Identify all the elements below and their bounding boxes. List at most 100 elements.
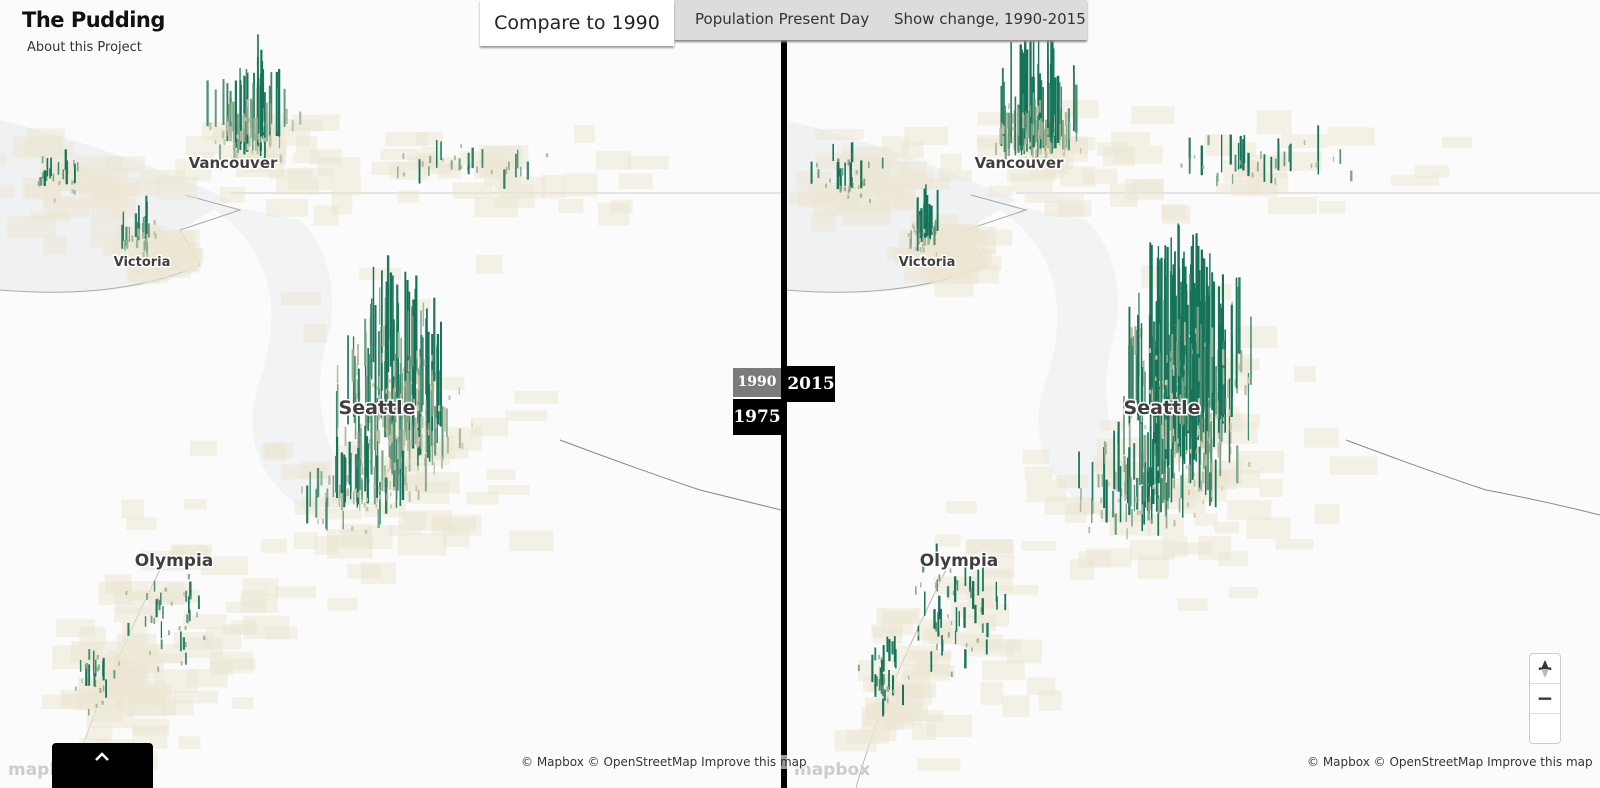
year-label[interactable]: 1975 [733, 399, 781, 435]
density-ground [574, 124, 595, 143]
density-ground [1038, 690, 1062, 711]
tab[interactable]: Population Present Day [695, 10, 870, 28]
city-label: Olympia [135, 551, 214, 571]
density-ground [1199, 469, 1229, 485]
density-ground [1102, 146, 1135, 167]
density-ground [852, 159, 891, 184]
density-ground [347, 564, 382, 579]
density-ground [895, 682, 924, 706]
compass[interactable] [1530, 660, 1560, 743]
about-link[interactable]: About this Project [27, 40, 142, 55]
density-ground [1161, 205, 1191, 225]
density-ground [443, 525, 470, 548]
density-ground [190, 440, 217, 456]
density-ground [982, 660, 1025, 681]
density-ground [90, 177, 114, 193]
density-ground [452, 182, 494, 199]
density-ground [111, 198, 136, 218]
density-ground [1096, 438, 1126, 459]
density-ground [75, 688, 100, 711]
panel-toggle[interactable] [52, 743, 153, 788]
density-ground [1267, 196, 1317, 214]
density-ground [301, 497, 345, 508]
density-ground [7, 216, 56, 238]
density-ground [0, 153, 6, 166]
density-ground [610, 199, 633, 213]
density-ground [264, 626, 298, 640]
map-panel[interactable] [0, 0, 781, 788]
density-ground [121, 499, 145, 519]
site-title[interactable]: The Pudding [22, 8, 165, 32]
road [1345, 439, 1600, 516]
density-ground [618, 173, 653, 190]
attribution[interactable]: © Mapbox © OpenStreetMap Improve this ma… [521, 755, 807, 769]
city-label: Vancouver [189, 154, 278, 172]
density-ground [108, 650, 149, 671]
density-ground [918, 258, 946, 279]
city-label: Victoria [114, 255, 171, 270]
density-ground [1294, 366, 1316, 382]
year-label[interactable]: 1990 [733, 368, 781, 397]
density-ground [627, 156, 669, 170]
density-ground [286, 119, 323, 131]
density-ground [988, 185, 1012, 197]
density-ground [1006, 639, 1042, 664]
zoom-out[interactable]: − [1530, 684, 1560, 714]
density-ground [42, 196, 77, 208]
density-ground [1026, 479, 1067, 503]
density-ground [189, 548, 211, 570]
density-ground [1062, 100, 1099, 118]
density-ground [318, 508, 362, 520]
density-ground [595, 151, 632, 170]
density-ground [148, 653, 182, 664]
density-ground [466, 492, 499, 505]
density-ground [240, 594, 278, 614]
density-ground [940, 153, 962, 171]
density-ground [280, 464, 327, 480]
density-ground [0, 184, 15, 198]
density-ground [201, 556, 249, 576]
water [200, 200, 360, 520]
year-label[interactable]: 2015 [787, 366, 835, 402]
density-ground [965, 539, 1014, 558]
density-ground [483, 145, 529, 169]
density-ground [12, 136, 63, 159]
attribution[interactable]: © Mapbox © OpenStreetMap Improve this ma… [1307, 755, 1593, 769]
density-ground [43, 235, 67, 255]
density-ground [232, 697, 254, 709]
density-ground [185, 136, 222, 155]
density-ground [999, 584, 1038, 596]
header: The Pudding About this Project [22, 8, 165, 55]
tab-active[interactable]: Compare to 1990 [480, 0, 674, 46]
density-ground [886, 247, 917, 260]
density-ground [934, 534, 961, 547]
density-ground [1259, 479, 1283, 497]
density-ground [1204, 134, 1232, 157]
tab[interactable]: Show change, 1990-2015 [894, 10, 1086, 28]
density-ground [403, 510, 453, 531]
map-panel[interactable] [763, 0, 1600, 788]
density-ground [1329, 456, 1378, 476]
density-ground [1109, 183, 1138, 207]
density-ground [842, 146, 889, 159]
density-ground [841, 203, 892, 226]
mapbox-logo[interactable]: mapbox [794, 760, 871, 780]
density-ground [1327, 127, 1375, 146]
density-ground [486, 469, 516, 480]
density-ground [178, 736, 201, 749]
density-ground [1319, 201, 1346, 214]
density-ground [980, 682, 1004, 705]
density-ground [880, 705, 928, 721]
city-label: Seattle [1124, 397, 1201, 419]
density-ground [964, 614, 997, 632]
swipe-divider[interactable] [781, 40, 787, 788]
density-ground [965, 256, 1002, 270]
density-ground [1082, 168, 1118, 185]
density-ground [789, 192, 835, 205]
density-ground [327, 597, 358, 611]
density-ground [1021, 540, 1056, 551]
density-ground [1026, 677, 1056, 695]
density-ground [938, 170, 973, 181]
density-ground [1273, 151, 1323, 171]
